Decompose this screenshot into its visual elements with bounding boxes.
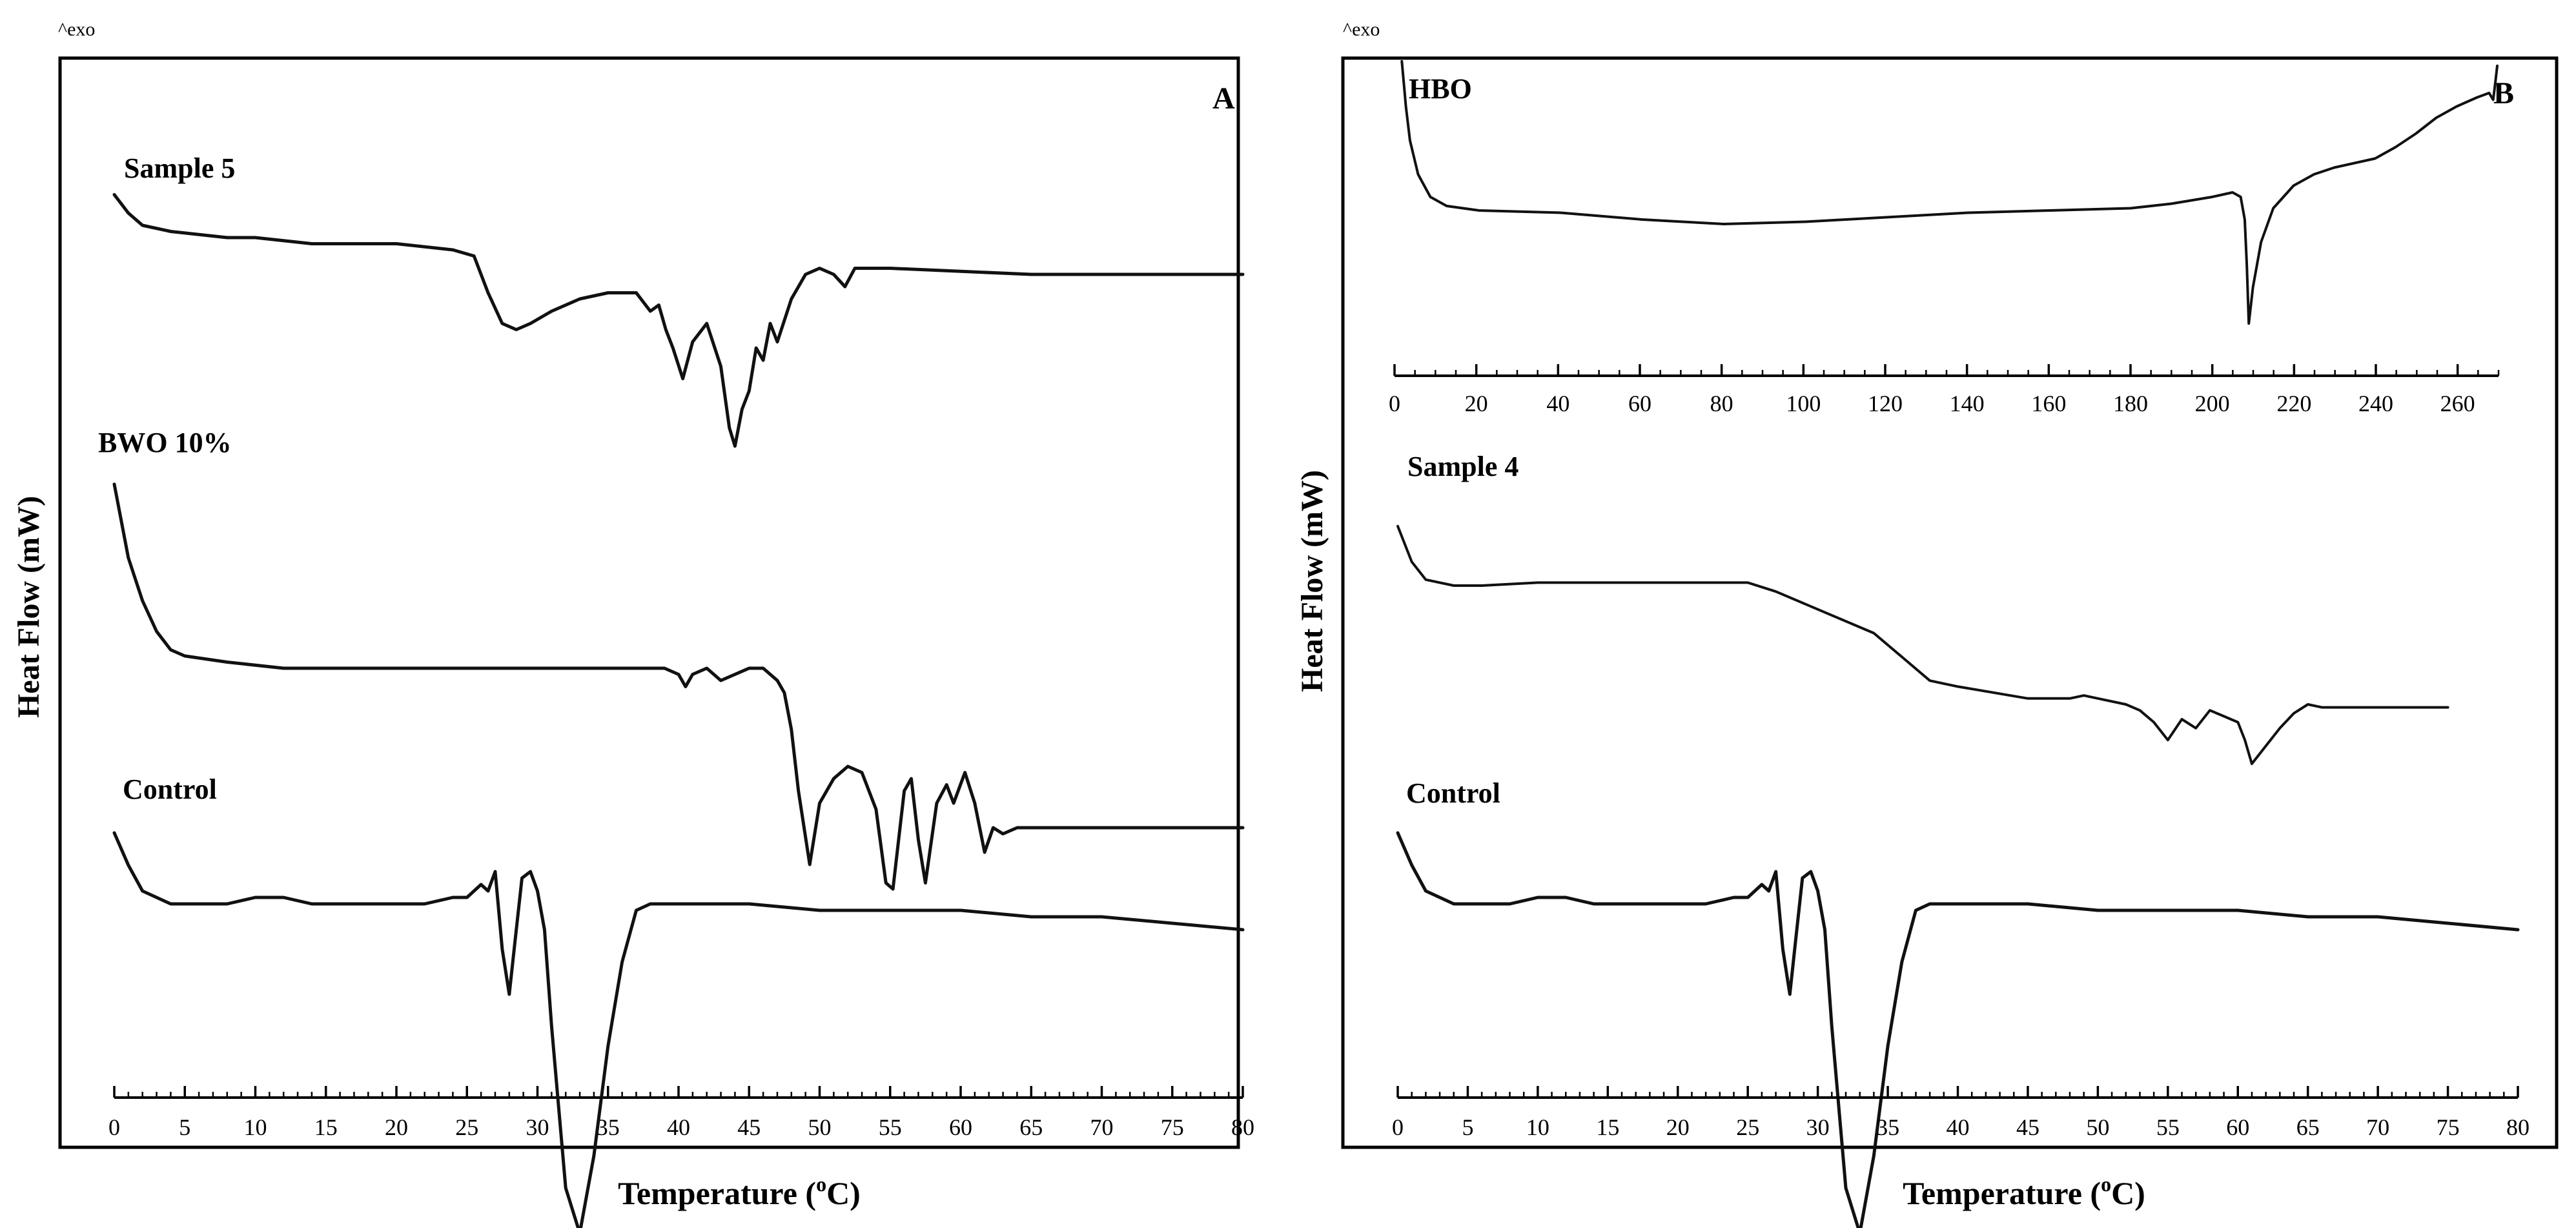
tick-label: 75	[2437, 1114, 2460, 1140]
tick-label: 40	[1546, 391, 1569, 416]
curve-sample-4	[1396, 525, 2449, 765]
x-axis-label-b: Temperature (oC)	[1903, 1172, 2145, 1211]
tick-label: 60	[949, 1114, 972, 1140]
tick-label: 70	[1090, 1114, 1114, 1140]
curve-sample-5	[112, 193, 1245, 448]
tick-label: 15	[314, 1114, 338, 1140]
panel-b-frame	[1341, 56, 2559, 1149]
tick-label: 220	[2276, 391, 2311, 416]
tick-label: 140	[1950, 391, 1985, 416]
series-label-bwo-10: BWO 10%	[98, 427, 232, 458]
tick-label: 20	[1465, 391, 1488, 416]
series-label-control-b: Control	[1406, 777, 1500, 809]
tick-label: 240	[2358, 391, 2393, 416]
tick-label: 260	[2440, 391, 2475, 416]
tick-label: 120	[1868, 391, 1903, 416]
panel-b-x-minor-ticks	[1396, 1092, 2519, 1098]
tick-label: 80	[1710, 391, 1733, 416]
curve-control-a	[112, 831, 1245, 1228]
tick-label: 35	[1876, 1114, 1899, 1140]
curve-bwo-10	[112, 482, 1245, 891]
tick-label: 40	[1947, 1114, 1970, 1140]
tick-label: 0	[1392, 1114, 1404, 1140]
y-axis-label-b: Heat Flow (mW)	[1295, 470, 1329, 692]
tick-label: 30	[526, 1114, 549, 1140]
tick-label: 50	[2086, 1114, 2109, 1140]
tick-label: 180	[2113, 391, 2148, 416]
tick-label: 80	[1231, 1114, 1254, 1140]
tick-label: 100	[1786, 391, 1821, 416]
tick-label: 65	[1019, 1114, 1043, 1140]
tick-label: 60	[2226, 1114, 2249, 1140]
chart-marks: 0 5 10 15 20 25 30 35 40 45 50 55 60 65 70 75 800 20 40 60 8…	[108, 60, 2530, 1228]
tick-label: 60	[1628, 391, 1651, 416]
tick-label: 45	[2016, 1114, 2039, 1140]
tick-label: 45	[737, 1114, 761, 1140]
tick-label: 65	[2296, 1114, 2320, 1140]
tick-label: 15	[1596, 1114, 1619, 1140]
tick-label: 40	[667, 1114, 690, 1140]
series-label-hbo: HBO	[1409, 73, 1472, 105]
tick-label: 10	[1526, 1114, 1549, 1140]
panel-label-b: B	[2493, 76, 2514, 110]
tick-label: 20	[1666, 1114, 1690, 1140]
tick-label: 25	[455, 1114, 478, 1140]
x-axis-label-a: Temperature (oC)	[618, 1172, 861, 1211]
tick-label: 0	[108, 1114, 120, 1140]
panel-label-a: A	[1212, 81, 1235, 116]
tick-label: 80	[2506, 1114, 2530, 1140]
tick-label: 5	[179, 1114, 190, 1140]
tick-label: 55	[879, 1114, 902, 1140]
y-axis-label-a: Heat Flow (mW)	[12, 496, 46, 718]
series-label-sample-5: Sample 5	[124, 152, 235, 184]
curve-control-b	[1396, 831, 2520, 1228]
tick-label: 160	[2031, 391, 2066, 416]
panel-a-frame	[58, 56, 1240, 1149]
tick-label: 55	[2156, 1114, 2180, 1140]
exo-marker-a: ^exo	[58, 19, 95, 40]
tick-label: 10	[244, 1114, 267, 1140]
series-label-control-a: Control	[123, 773, 217, 805]
tick-label: 75	[1161, 1114, 1184, 1140]
tick-label: 200	[2195, 391, 2230, 416]
tick-label: 20	[385, 1114, 408, 1140]
tick-label: 30	[1806, 1114, 1830, 1140]
tick-label: 25	[1736, 1114, 1759, 1140]
curve-hbo	[1400, 60, 2499, 325]
tick-label: 50	[808, 1114, 832, 1140]
tick-label: 0	[1389, 391, 1400, 416]
tick-label: 70	[2366, 1114, 2389, 1140]
series-label-sample-4: Sample 4	[1407, 451, 1518, 482]
exo-marker-b: ^exo	[1343, 19, 1380, 40]
tick-label: 5	[1462, 1114, 1473, 1140]
